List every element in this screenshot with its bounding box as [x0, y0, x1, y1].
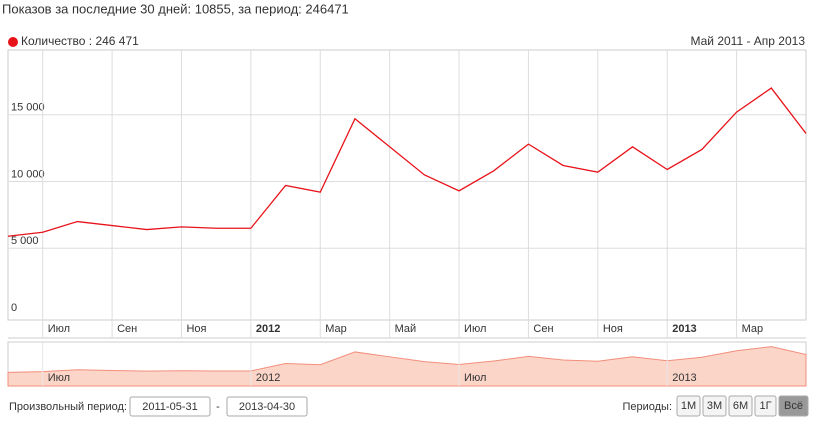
period-button[interactable]: [702, 395, 727, 417]
x-tick-label: Июл: [464, 323, 486, 335]
period-button[interactable]: [676, 395, 701, 417]
date-from[interactable]: 2011-05-31: [142, 401, 197, 413]
periods-label: Периоды:: [622, 401, 672, 413]
legend-label: Количество : 246 471: [21, 34, 139, 48]
period-button-label[interactable]: Всё: [784, 400, 803, 412]
navigator-label: Июл: [464, 372, 486, 384]
period-button-label[interactable]: 6М: [733, 400, 748, 412]
plot-frame: [7, 49, 807, 321]
x-tick-label: Мар: [742, 323, 764, 335]
date-to[interactable]: 2013-04-30: [239, 401, 295, 413]
x-tick-label: 2012: [256, 323, 280, 335]
custom-period-label: Произвольный период:: [9, 401, 127, 413]
x-tick-label: 2013: [672, 323, 696, 335]
y-tick-label: 0: [11, 302, 17, 314]
legend-dot: [8, 37, 18, 47]
series-line: [7, 87, 807, 237]
period-button-label[interactable]: 1Г: [759, 400, 771, 412]
y-tick-label: 5 000: [11, 235, 39, 247]
x-tick-label: Ноя: [603, 323, 623, 335]
navigator-label: Июл: [48, 372, 70, 384]
navigator-label: 2013: [672, 372, 696, 384]
header: Показов за последние 30 дней: 10855, за …: [2, 1, 349, 16]
x-tick-label: Ноя: [186, 323, 206, 335]
x-tick-label: Май: [395, 323, 417, 335]
range-label: Май 2011 - Апр 2013: [690, 34, 805, 48]
period-button[interactable]: [778, 395, 809, 417]
period-button-label[interactable]: 3М: [707, 400, 722, 412]
y-tick-label: 15 000: [11, 102, 45, 114]
period-button-label[interactable]: 1М: [681, 400, 696, 412]
navigator-area: [7, 346, 807, 387]
x-tick-label: Сен: [533, 323, 553, 335]
y-tick-label: 10 000: [11, 168, 45, 180]
navigator-label: 2012: [256, 372, 280, 384]
period-button[interactable]: [754, 395, 777, 417]
x-tick-label: Июл: [48, 323, 70, 335]
date-to-input[interactable]: [226, 396, 308, 417]
x-tick-label: Сен: [117, 323, 137, 335]
date-dash: -: [216, 401, 220, 413]
date-from-input[interactable]: [129, 396, 211, 417]
x-tick-label: Мар: [325, 323, 347, 335]
period-button[interactable]: [728, 395, 753, 417]
